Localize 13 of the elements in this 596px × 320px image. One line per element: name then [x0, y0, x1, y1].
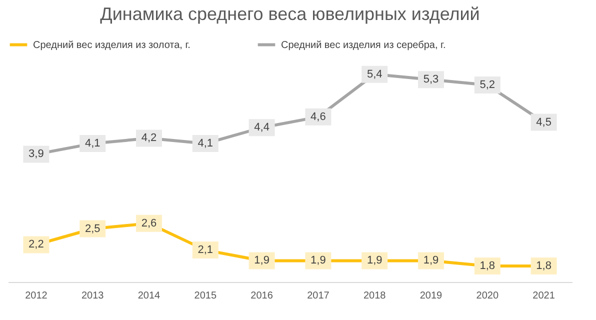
legend-label: Средний вес изделия из серебра, г.	[281, 40, 446, 51]
x-tick-label: 2021	[532, 290, 556, 302]
x-tick-label: 2017	[307, 290, 330, 302]
x-tick-label: 2016	[250, 290, 274, 302]
x-tick-label: 2012	[25, 290, 48, 302]
x-tick-label: 2019	[420, 290, 443, 302]
chart-title: Динамика среднего веса ювелирных изделий	[100, 4, 480, 24]
x-tick-label: 2013	[81, 290, 104, 302]
x-tick-label: 2020	[476, 290, 499, 302]
x-tick-label: 2014	[138, 290, 161, 302]
x-tick-label: 2018	[363, 290, 386, 302]
x-tick-label: 2015	[194, 290, 217, 302]
legend-label: Средний вес изделия из золота, г.	[33, 40, 190, 51]
